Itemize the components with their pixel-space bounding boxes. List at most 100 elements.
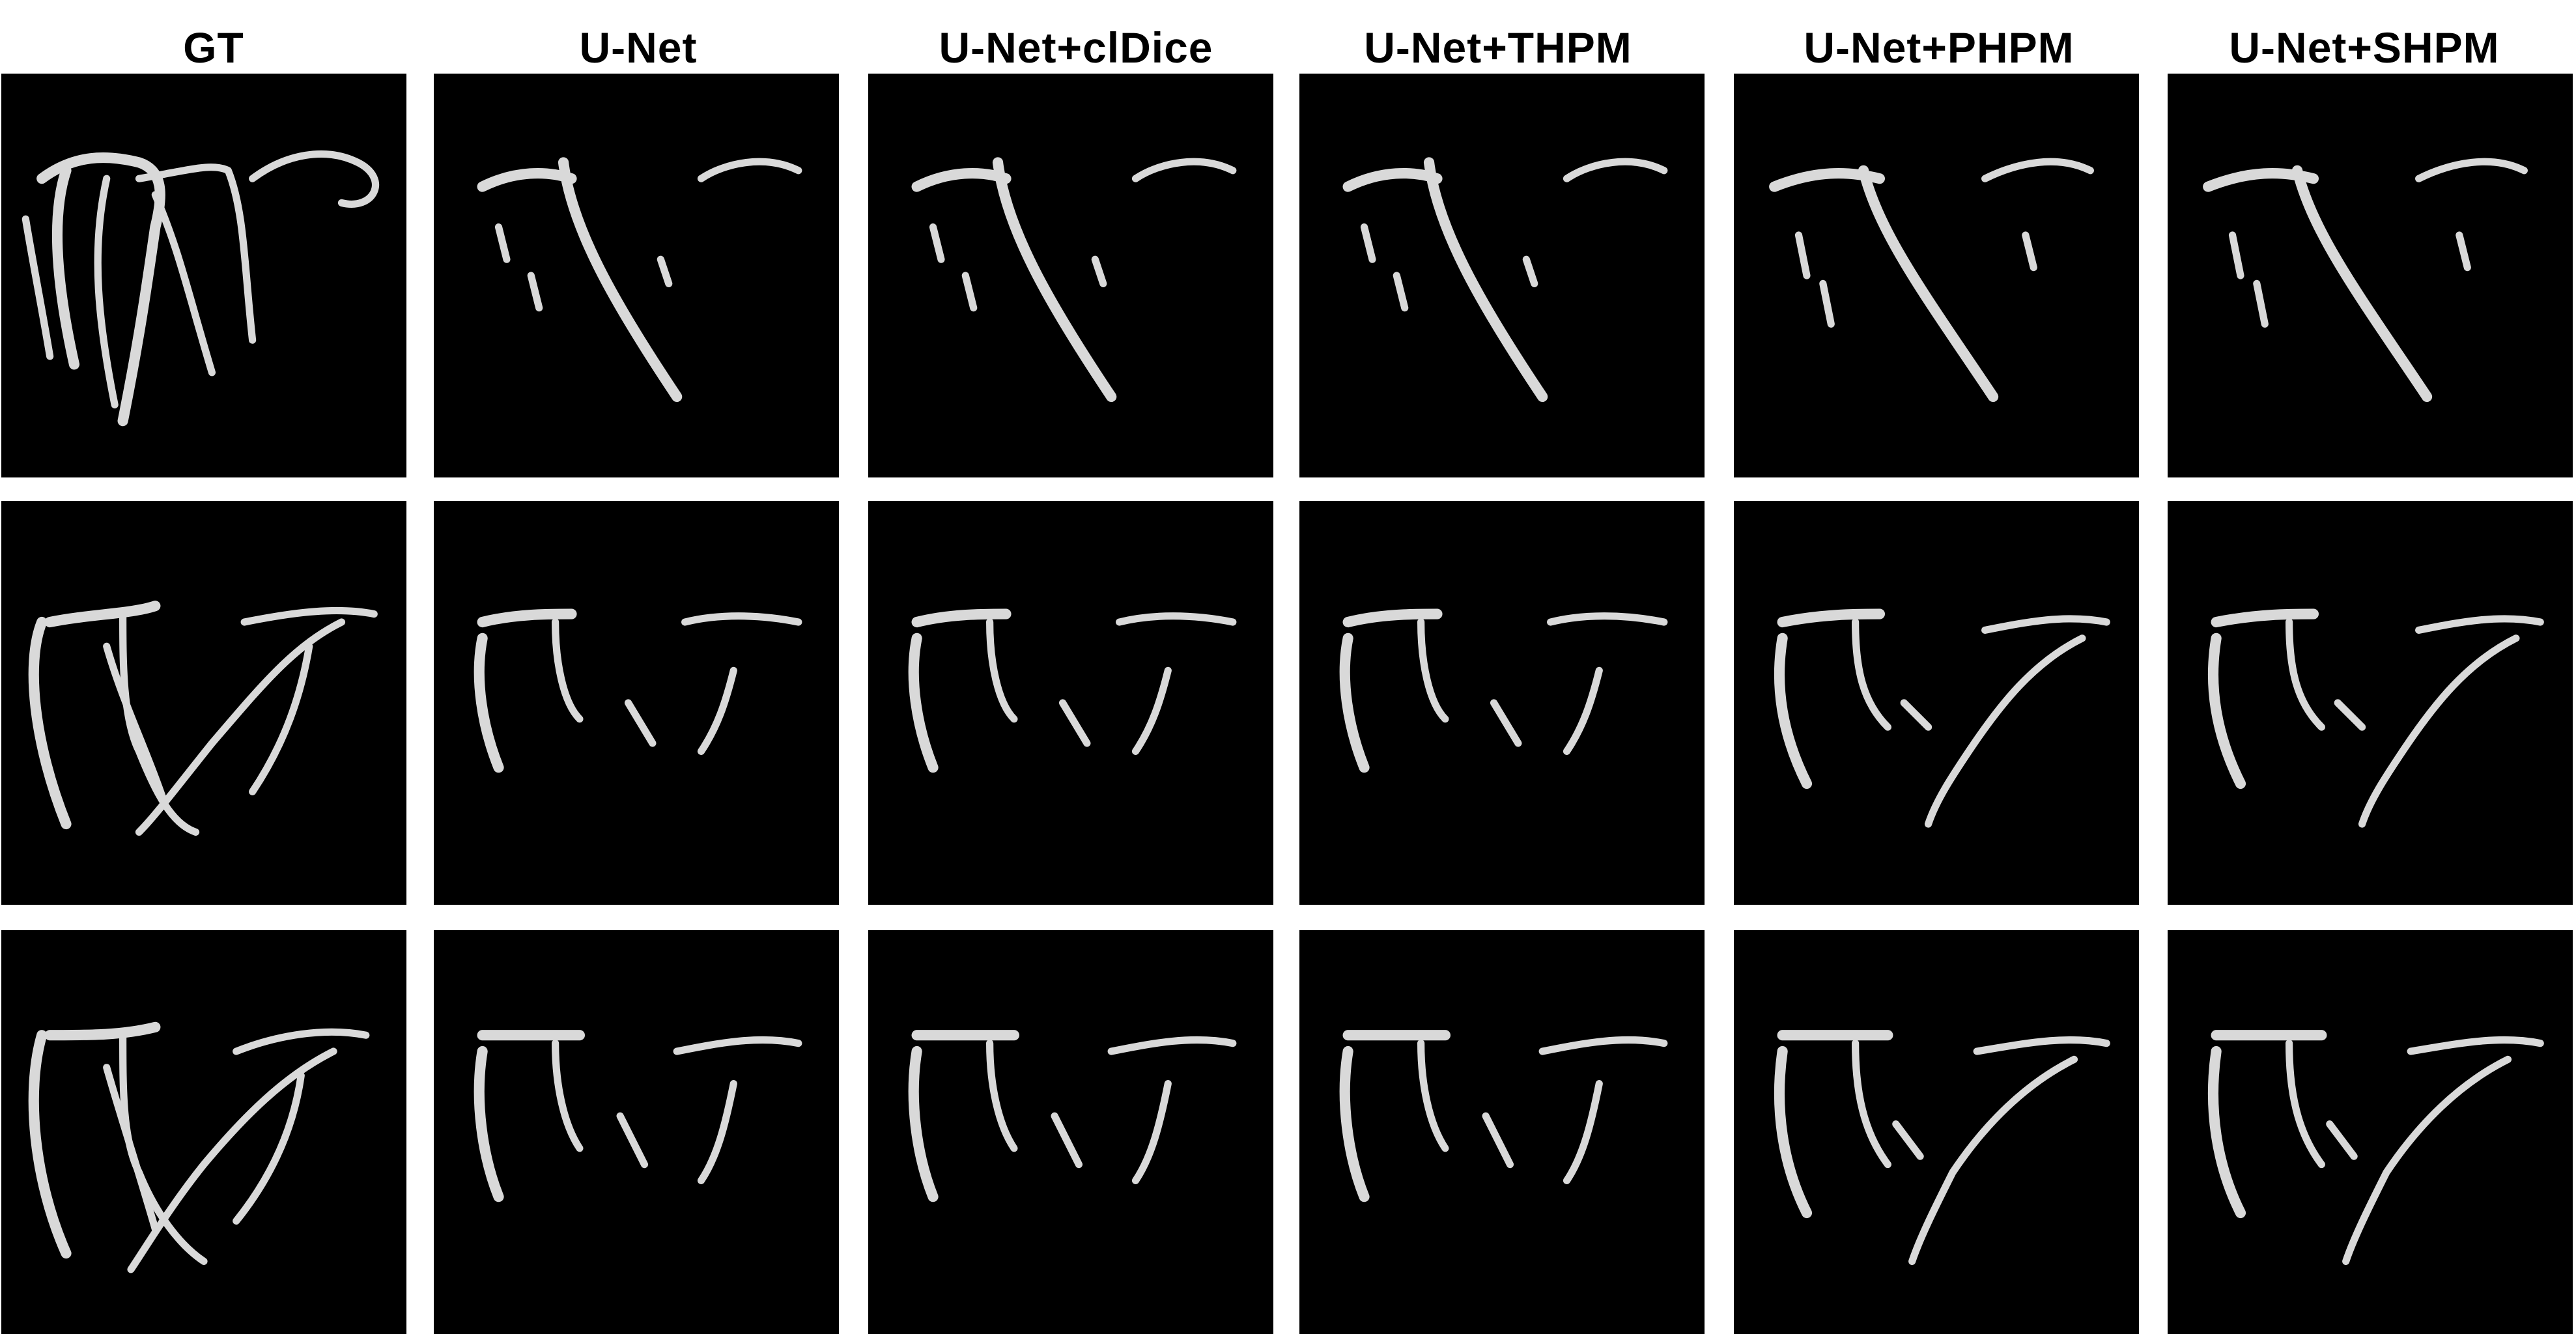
vessel-rendering — [28, 1021, 370, 1273]
vessel-segment — [657, 255, 673, 287]
vessel-segment — [616, 1112, 649, 1169]
panel-unet-phpm-row-1 — [1734, 74, 2139, 477]
panel-unet-row-1 — [434, 74, 839, 477]
vessel-segment — [1058, 699, 1091, 747]
vessel-segment — [624, 699, 657, 747]
vessel-segment — [908, 1045, 939, 1202]
vessel-segment — [94, 175, 119, 408]
vessel-segment — [1981, 615, 2110, 634]
vessel-segment — [2415, 615, 2544, 634]
vessel-segment — [103, 1064, 159, 1233]
vessel-segment — [2211, 608, 2319, 628]
vessel-segment — [1819, 279, 1835, 328]
vessel-rendering — [1342, 157, 1668, 403]
vessel-segment — [1538, 1036, 1668, 1055]
vessel-rendering — [1774, 608, 2110, 828]
vessel-segment — [249, 642, 313, 795]
vessel-segment — [1482, 1112, 1514, 1169]
vessel-segment — [673, 1036, 802, 1055]
vessel-segment — [1393, 272, 1409, 312]
vessel-segment — [1563, 1080, 1603, 1184]
panel-unet-shpm-row-1 — [2168, 74, 2573, 477]
vessel-segment — [2415, 158, 2528, 182]
vessel-rendering — [1339, 1030, 1668, 1202]
vessel-segment — [1417, 1040, 1449, 1152]
vessel-rendering — [1769, 158, 2094, 403]
vessel-rendering — [2207, 1030, 2544, 1265]
vessel-segment — [44, 601, 161, 628]
vessel-segment — [233, 1028, 370, 1055]
vessel-segment — [135, 163, 257, 344]
vessel-segment — [558, 157, 683, 403]
vessel-segment — [2326, 1120, 2358, 1160]
panel-unet-thpm-row-1 — [1299, 74, 1705, 477]
vessel-segment — [51, 165, 80, 370]
vessel-segment — [1981, 158, 2094, 182]
vessel-segment — [1892, 1120, 1924, 1160]
vessel-segment — [233, 1072, 305, 1225]
vessel-segment — [1107, 1036, 1237, 1055]
vessel-segment — [1852, 1040, 1891, 1169]
vessel-segment — [1417, 618, 1449, 723]
vessel-segment — [697, 1080, 737, 1184]
vessel-segment — [1339, 632, 1370, 773]
vessel-rendering — [1339, 608, 1668, 773]
vessel-segment — [1852, 618, 1891, 731]
vessel-segment — [1051, 1112, 1083, 1169]
vessel-rendering — [908, 608, 1237, 773]
panel-unet-thpm-row-3 — [1299, 930, 1705, 1334]
panel-unet-cldice-row-3 — [868, 930, 1273, 1334]
vessel-segment — [1794, 231, 1811, 279]
panel-gt-row-1 — [1, 74, 406, 477]
vessel-rendering — [911, 157, 1237, 403]
vessel-segment — [1774, 632, 1813, 789]
panel-unet-thpm-row-2 — [1299, 501, 1705, 905]
vessel-segment — [1858, 165, 1999, 403]
vessel-rendering — [474, 1030, 802, 1202]
vessel-rendering — [1774, 1030, 2110, 1265]
vessel-segment — [1563, 666, 1603, 755]
vessel-segment — [1563, 158, 1668, 182]
vessel-segment — [44, 1021, 161, 1041]
vessel-rendering — [477, 157, 802, 403]
vessel-segment — [477, 168, 577, 192]
column-title-unet-shpm: U-Net+SHPM — [2229, 23, 2500, 72]
vessel-segment — [1777, 608, 1886, 628]
vessel-segment — [986, 618, 1018, 723]
vessel-segment — [474, 1045, 504, 1202]
vessel-segment — [1091, 255, 1107, 287]
vessel-segment — [986, 1040, 1018, 1152]
column-title-unet-thpm: U-Net+THPM — [1364, 23, 1632, 72]
vessel-segment — [1908, 1055, 2078, 1265]
vessel-segment — [1116, 612, 1237, 626]
panel-unet-row-2 — [434, 501, 839, 905]
vessel-segment — [527, 272, 543, 312]
vessel-segment — [2456, 231, 2471, 272]
vessel-segment — [697, 666, 737, 755]
vessel-segment — [1900, 699, 1932, 731]
vessel-segment — [911, 168, 1012, 192]
vessel-segment — [911, 608, 1012, 628]
vessel-segment — [135, 618, 346, 836]
vessel-segment — [1490, 699, 1522, 747]
vessel-segment — [2286, 1040, 2325, 1169]
vessel-segment — [2334, 699, 2366, 731]
vessel-segment — [477, 608, 577, 628]
vessel-segment — [1360, 223, 1376, 263]
vessel-segment — [908, 632, 939, 773]
vessel-segment — [1131, 1080, 1172, 1184]
vessel-segment — [1131, 158, 1237, 182]
vessel-segment — [2207, 632, 2246, 789]
vessel-segment — [240, 606, 378, 626]
vessel-segment — [961, 272, 978, 312]
vessel-segment — [1342, 168, 1443, 192]
vessel-segment — [119, 1031, 208, 1265]
panel-gt-row-2 — [1, 501, 406, 905]
vessel-segment — [21, 215, 54, 360]
vessel-segment — [2022, 231, 2037, 272]
panel-unet-shpm-row-3 — [2168, 930, 2573, 1334]
vessel-segment — [1522, 255, 1538, 287]
vessel-segment — [119, 610, 200, 836]
panel-unet-row-3 — [434, 930, 839, 1334]
panel-unet-cldice-row-2 — [868, 501, 1273, 905]
